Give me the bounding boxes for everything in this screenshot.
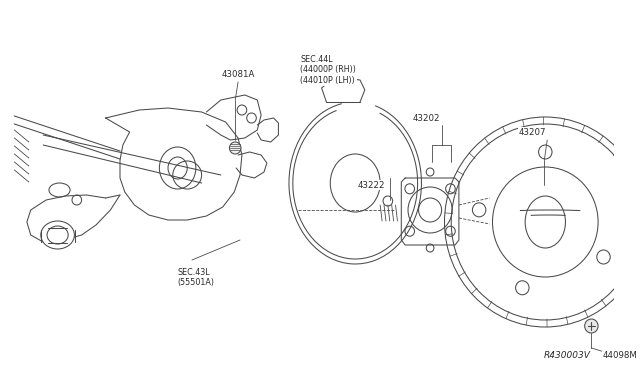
Text: 43081A: 43081A: [221, 70, 255, 78]
Text: SEC.44L
(44000P (RH))
(44010P (LH)): SEC.44L (44000P (RH)) (44010P (LH)): [301, 55, 356, 85]
Text: 44098M: 44098M: [603, 352, 638, 360]
Circle shape: [585, 319, 598, 333]
Text: 43202: 43202: [413, 113, 440, 122]
Text: 43207: 43207: [518, 128, 546, 137]
Text: 43222: 43222: [357, 180, 385, 189]
Text: R430003V: R430003V: [543, 352, 591, 360]
Ellipse shape: [41, 221, 74, 249]
Text: SEC.43L
(55501A): SEC.43L (55501A): [178, 268, 214, 288]
Circle shape: [230, 142, 241, 154]
